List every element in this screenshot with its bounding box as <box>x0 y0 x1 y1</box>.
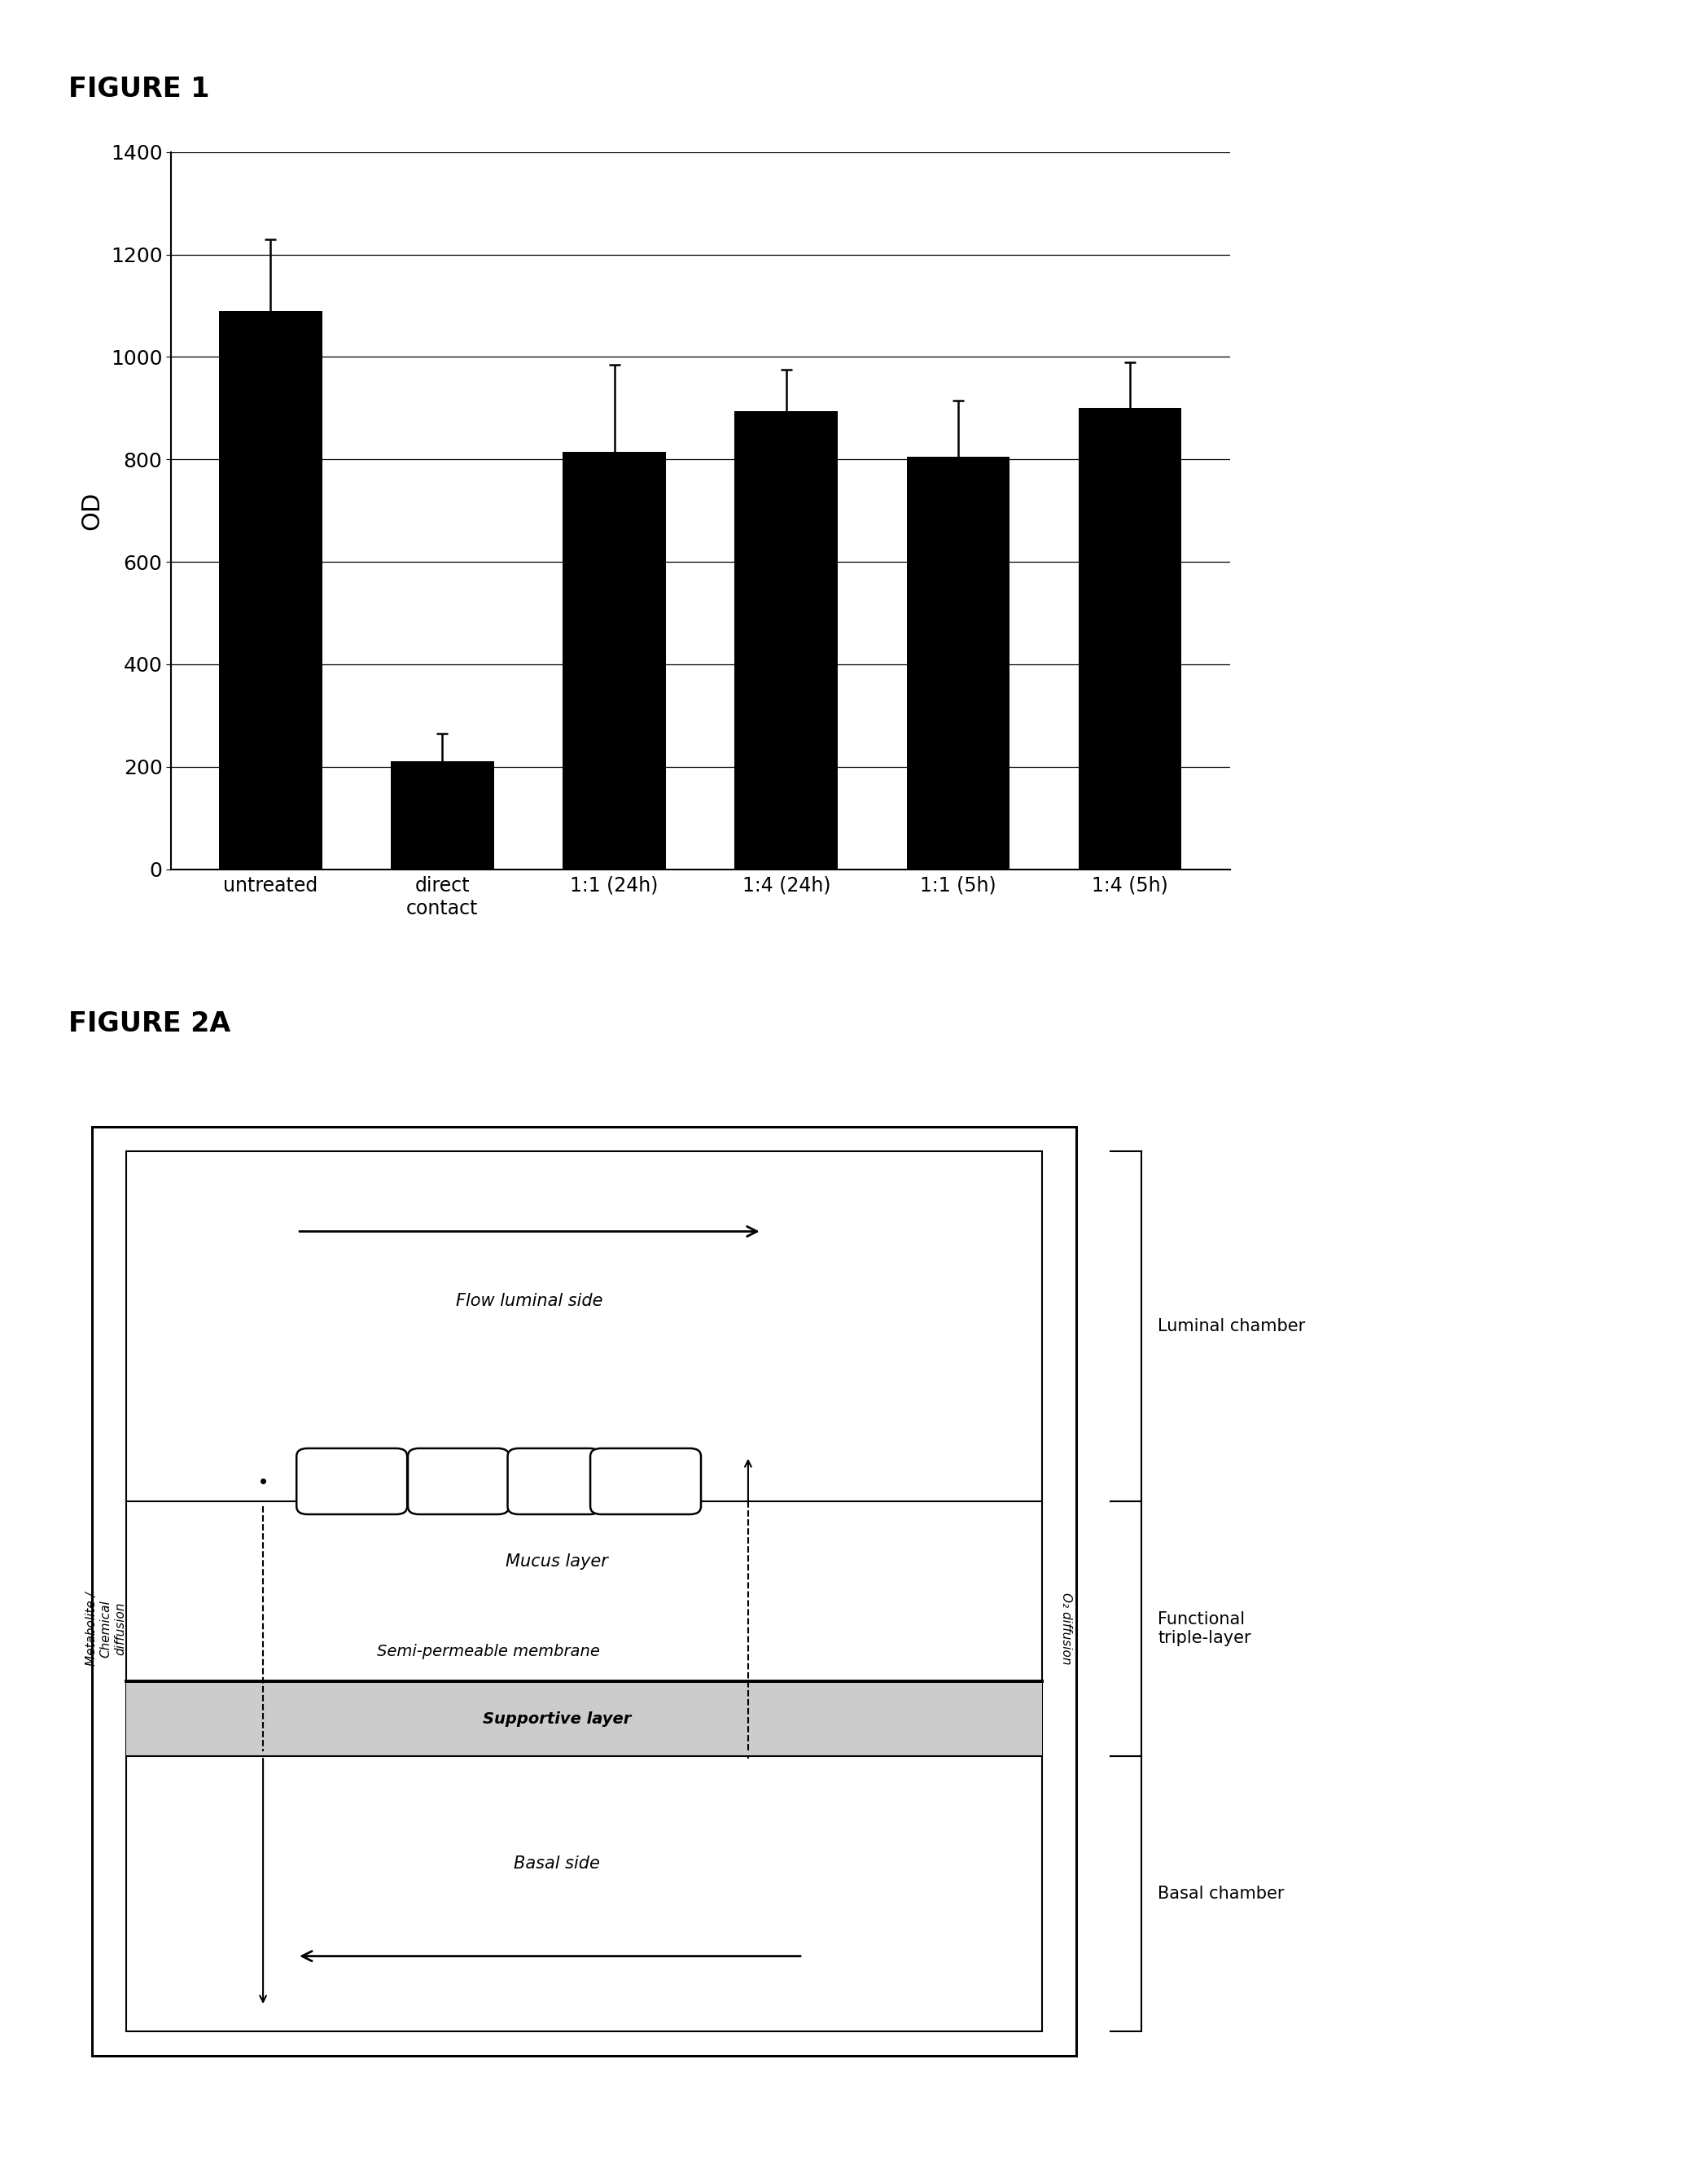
Text: Mucus layer: Mucus layer <box>506 1554 608 1569</box>
Bar <box>1078 409 1182 869</box>
Text: Semi-permeable membrane: Semi-permeable membrane <box>377 1643 600 1660</box>
Text: FIGURE 1: FIGURE 1 <box>68 76 210 102</box>
Text: Basal chamber: Basal chamber <box>1158 1886 1284 1901</box>
FancyBboxPatch shape <box>507 1449 601 1515</box>
Bar <box>562 452 666 869</box>
Bar <box>734 411 839 869</box>
Text: FIGURE 2A: FIGURE 2A <box>68 1010 231 1037</box>
Bar <box>907 456 1009 869</box>
Text: Basal side: Basal side <box>514 1856 600 1871</box>
Text: O₂ diffusion: O₂ diffusion <box>1061 1593 1073 1665</box>
Text: Metabolite /
Chemical
diffusion: Metabolite / Chemical diffusion <box>85 1593 126 1667</box>
Bar <box>219 311 323 869</box>
Text: Supportive layer: Supportive layer <box>483 1710 630 1728</box>
FancyBboxPatch shape <box>591 1449 700 1515</box>
Text: Functional
triple-layer: Functional triple-layer <box>1158 1610 1252 1647</box>
Bar <box>391 763 494 869</box>
Text: Luminal chamber: Luminal chamber <box>1158 1319 1305 1334</box>
Bar <box>126 1682 1042 1756</box>
Bar <box>92 1126 1076 2056</box>
FancyBboxPatch shape <box>297 1449 407 1515</box>
Bar <box>126 1152 1042 2032</box>
Y-axis label: OD: OD <box>80 491 104 530</box>
FancyBboxPatch shape <box>408 1449 509 1515</box>
Text: Flow luminal side: Flow luminal side <box>456 1293 603 1310</box>
